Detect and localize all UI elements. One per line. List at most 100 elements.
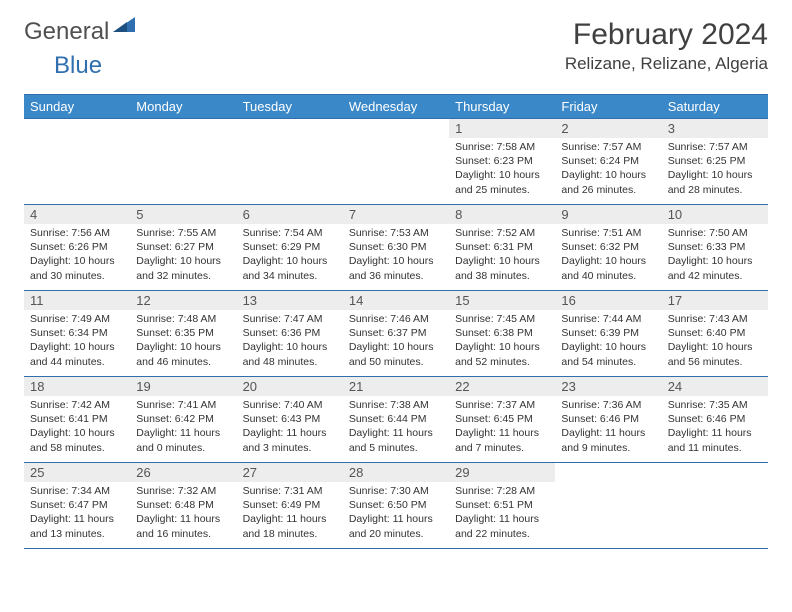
sunset-text: Sunset: 6:42 PM [136,412,230,426]
daylight-text: Daylight: 11 hours and 11 minutes. [668,426,762,454]
sunrise-text: Sunrise: 7:34 AM [30,484,124,498]
day-number: 21 [343,377,449,396]
day-number: 23 [555,377,661,396]
sunrise-text: Sunrise: 7:31 AM [243,484,337,498]
calendar-cell: 18Sunrise: 7:42 AMSunset: 6:41 PMDayligh… [24,377,130,463]
day-number: 29 [449,463,555,482]
daylight-text: Daylight: 10 hours and 50 minutes. [349,340,443,368]
weekday-header: Sunday [24,95,130,119]
day-number: 9 [555,205,661,224]
calendar-cell: 13Sunrise: 7:47 AMSunset: 6:36 PMDayligh… [237,291,343,377]
calendar-cell: 17Sunrise: 7:43 AMSunset: 6:40 PMDayligh… [662,291,768,377]
day-number: 22 [449,377,555,396]
calendar-cell: 5Sunrise: 7:55 AMSunset: 6:27 PMDaylight… [130,205,236,291]
sunrise-text: Sunrise: 7:42 AM [30,398,124,412]
calendar-row: ....1Sunrise: 7:58 AMSunset: 6:23 PMDayl… [24,119,768,205]
daylight-text: Daylight: 10 hours and 44 minutes. [30,340,124,368]
sunset-text: Sunset: 6:36 PM [243,326,337,340]
day-details: Sunrise: 7:34 AMSunset: 6:47 PMDaylight:… [24,482,130,545]
sunset-text: Sunset: 6:29 PM [243,240,337,254]
sunset-text: Sunset: 6:32 PM [561,240,655,254]
day-number: 4 [24,205,130,224]
day-number: 24 [662,377,768,396]
day-number: 20 [237,377,343,396]
daylight-text: Daylight: 10 hours and 52 minutes. [455,340,549,368]
sunrise-text: Sunrise: 7:56 AM [30,226,124,240]
day-number: 14 [343,291,449,310]
daylight-text: Daylight: 11 hours and 20 minutes. [349,512,443,540]
sunrise-text: Sunrise: 7:47 AM [243,312,337,326]
sunset-text: Sunset: 6:38 PM [455,326,549,340]
month-title: February 2024 [565,18,768,52]
day-details: Sunrise: 7:38 AMSunset: 6:44 PMDaylight:… [343,396,449,459]
sunrise-text: Sunrise: 7:49 AM [30,312,124,326]
day-number: 15 [449,291,555,310]
weekday-header: Saturday [662,95,768,119]
sunset-text: Sunset: 6:43 PM [243,412,337,426]
daylight-text: Daylight: 11 hours and 16 minutes. [136,512,230,540]
calendar-cell: . [555,463,661,549]
day-number: 13 [237,291,343,310]
day-number: 12 [130,291,236,310]
daylight-text: Daylight: 11 hours and 9 minutes. [561,426,655,454]
day-number: 10 [662,205,768,224]
day-details: Sunrise: 7:53 AMSunset: 6:30 PMDaylight:… [343,224,449,287]
calendar-cell: 7Sunrise: 7:53 AMSunset: 6:30 PMDaylight… [343,205,449,291]
day-number: 8 [449,205,555,224]
daylight-text: Daylight: 11 hours and 7 minutes. [455,426,549,454]
sunset-text: Sunset: 6:27 PM [136,240,230,254]
day-details: Sunrise: 7:42 AMSunset: 6:41 PMDaylight:… [24,396,130,459]
weekday-header: Tuesday [237,95,343,119]
calendar-cell: 20Sunrise: 7:40 AMSunset: 6:43 PMDayligh… [237,377,343,463]
day-number: 25 [24,463,130,482]
day-details: Sunrise: 7:35 AMSunset: 6:46 PMDaylight:… [662,396,768,459]
daylight-text: Daylight: 10 hours and 40 minutes. [561,254,655,282]
day-details: Sunrise: 7:36 AMSunset: 6:46 PMDaylight:… [555,396,661,459]
day-number: 3 [662,119,768,138]
calendar-cell: 19Sunrise: 7:41 AMSunset: 6:42 PMDayligh… [130,377,236,463]
day-details: Sunrise: 7:57 AMSunset: 6:24 PMDaylight:… [555,138,661,201]
day-details: Sunrise: 7:44 AMSunset: 6:39 PMDaylight:… [555,310,661,373]
daylight-text: Daylight: 11 hours and 22 minutes. [455,512,549,540]
daylight-text: Daylight: 10 hours and 26 minutes. [561,168,655,196]
day-details: Sunrise: 7:45 AMSunset: 6:38 PMDaylight:… [449,310,555,373]
sunset-text: Sunset: 6:35 PM [136,326,230,340]
daylight-text: Daylight: 11 hours and 0 minutes. [136,426,230,454]
daylight-text: Daylight: 10 hours and 54 minutes. [561,340,655,368]
sunset-text: Sunset: 6:40 PM [668,326,762,340]
sunset-text: Sunset: 6:34 PM [30,326,124,340]
sunset-text: Sunset: 6:33 PM [668,240,762,254]
logo-word2: Blue [54,52,102,79]
sunset-text: Sunset: 6:46 PM [561,412,655,426]
day-details: Sunrise: 7:41 AMSunset: 6:42 PMDaylight:… [130,396,236,459]
day-details: Sunrise: 7:57 AMSunset: 6:25 PMDaylight:… [662,138,768,201]
calendar-cell: 24Sunrise: 7:35 AMSunset: 6:46 PMDayligh… [662,377,768,463]
calendar-cell: 2Sunrise: 7:57 AMSunset: 6:24 PMDaylight… [555,119,661,205]
sunrise-text: Sunrise: 7:45 AM [455,312,549,326]
sunrise-text: Sunrise: 7:50 AM [668,226,762,240]
calendar-cell: 9Sunrise: 7:51 AMSunset: 6:32 PMDaylight… [555,205,661,291]
daylight-text: Daylight: 10 hours and 28 minutes. [668,168,762,196]
sunrise-text: Sunrise: 7:37 AM [455,398,549,412]
daylight-text: Daylight: 11 hours and 18 minutes. [243,512,337,540]
day-details: Sunrise: 7:28 AMSunset: 6:51 PMDaylight:… [449,482,555,545]
calendar-cell: 21Sunrise: 7:38 AMSunset: 6:44 PMDayligh… [343,377,449,463]
calendar-row: 25Sunrise: 7:34 AMSunset: 6:47 PMDayligh… [24,463,768,549]
sunrise-text: Sunrise: 7:57 AM [668,140,762,154]
day-number: 6 [237,205,343,224]
day-details: Sunrise: 7:43 AMSunset: 6:40 PMDaylight:… [662,310,768,373]
day-number: 11 [24,291,130,310]
calendar-cell: 25Sunrise: 7:34 AMSunset: 6:47 PMDayligh… [24,463,130,549]
sunset-text: Sunset: 6:24 PM [561,154,655,168]
sunset-text: Sunset: 6:37 PM [349,326,443,340]
calendar-cell: 16Sunrise: 7:44 AMSunset: 6:39 PMDayligh… [555,291,661,377]
daylight-text: Daylight: 10 hours and 30 minutes. [30,254,124,282]
day-details: Sunrise: 7:50 AMSunset: 6:33 PMDaylight:… [662,224,768,287]
day-details: Sunrise: 7:58 AMSunset: 6:23 PMDaylight:… [449,138,555,201]
day-number: 5 [130,205,236,224]
sunrise-text: Sunrise: 7:57 AM [561,140,655,154]
sunset-text: Sunset: 6:26 PM [30,240,124,254]
day-number: 7 [343,205,449,224]
sunrise-text: Sunrise: 7:52 AM [455,226,549,240]
calendar-row: 11Sunrise: 7:49 AMSunset: 6:34 PMDayligh… [24,291,768,377]
